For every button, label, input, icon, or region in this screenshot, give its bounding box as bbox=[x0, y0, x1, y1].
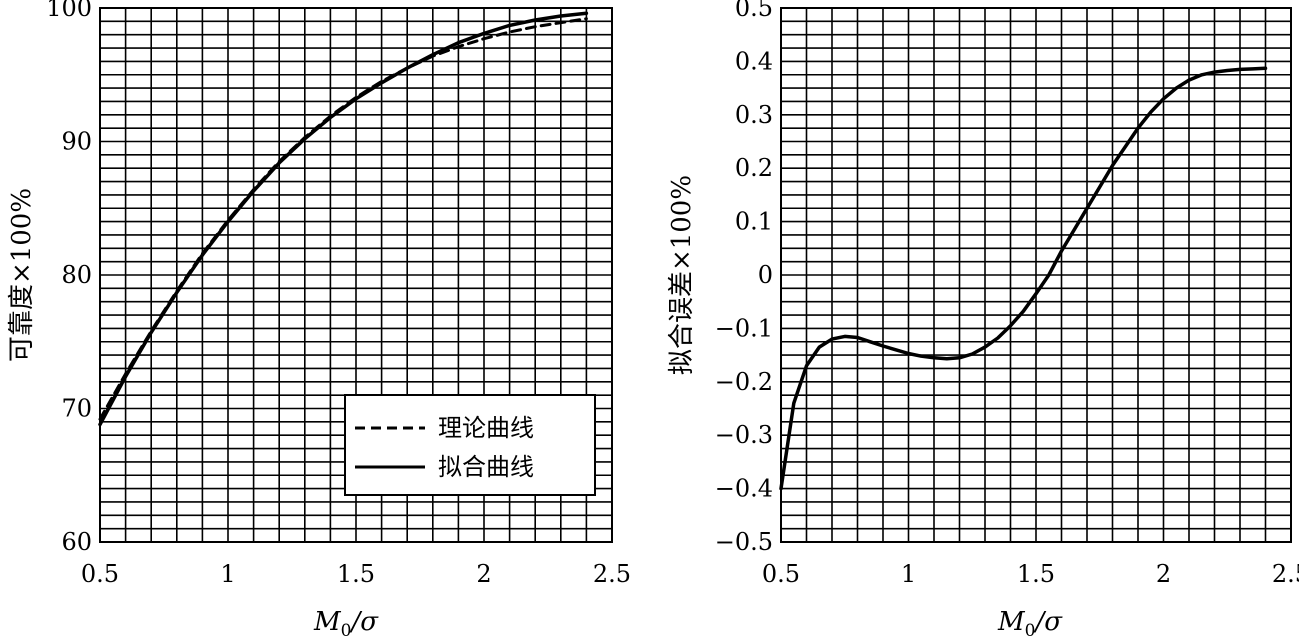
legend-label-fit: 拟合曲线 bbox=[438, 453, 534, 481]
y-tick-label: 0.5 bbox=[735, 0, 773, 22]
y-tick-label: −0.1 bbox=[715, 314, 773, 342]
x-tick-label: 2.5 bbox=[593, 560, 631, 588]
reliability-chart: 0.5 1 1.5 2 2.5 60 70 80 90 100 M0/σ 可靠度×100% 理论… bbox=[7, 0, 631, 638]
y-tick-label: 90 bbox=[61, 128, 92, 156]
left-x-tick-labels: 0.5 1 1.5 2 2.5 bbox=[81, 560, 631, 588]
y-tick-label: −0.2 bbox=[715, 368, 773, 396]
y-tick-label: 0.3 bbox=[735, 101, 773, 129]
y-tick-label: −0.4 bbox=[715, 475, 773, 503]
legend-box bbox=[344, 394, 596, 496]
y-tick-label: 0.4 bbox=[735, 47, 773, 75]
x-tick-label: 2.5 bbox=[1272, 560, 1299, 588]
left-plot-frame bbox=[99, 7, 613, 543]
y-tick-label: 0.2 bbox=[735, 154, 773, 182]
y-tick-label: 80 bbox=[61, 261, 92, 289]
y-tick-label: 60 bbox=[61, 528, 92, 556]
x-tick-label: 2 bbox=[1156, 560, 1171, 588]
x-tick-label: 1 bbox=[220, 560, 235, 588]
y-tick-label: −0.3 bbox=[715, 421, 773, 449]
right-series-group bbox=[779, 66, 1268, 491]
right-gridlines bbox=[781, 8, 1291, 542]
right-x-tick-labels: 0.5 1 1.5 2 2.5 bbox=[762, 560, 1299, 588]
left-y-tick-labels: 60 70 80 90 100 bbox=[46, 0, 92, 556]
x-tick-label: 1.5 bbox=[337, 560, 375, 588]
right-x-axis-label: M0/σ bbox=[997, 607, 1063, 638]
x-tick-label: 0.5 bbox=[81, 560, 119, 588]
right-y-axis-label: 拟合误差×100% bbox=[667, 175, 697, 375]
series-line-fit-error bbox=[779, 66, 1268, 491]
x-tick-label: 1 bbox=[901, 560, 916, 588]
left-y-axis-label: 可靠度×100% bbox=[7, 188, 37, 362]
series-line-fit bbox=[98, 11, 589, 427]
y-tick-label: 70 bbox=[61, 395, 92, 423]
y-tick-label: 0.1 bbox=[735, 208, 773, 236]
left-series-group bbox=[98, 11, 589, 427]
fit-error-chart: 0.5 1 1.5 2 2.5 −0.5 −0.4 −0.3 −0.2 −0.1 0 0.1 0.2 0… bbox=[667, 0, 1299, 638]
x-tick-label: 1.5 bbox=[1017, 560, 1055, 588]
y-tick-label: −0.5 bbox=[715, 528, 773, 556]
x-tick-label: 0.5 bbox=[762, 560, 800, 588]
legend: 理论曲线 拟合曲线 bbox=[344, 394, 596, 496]
left-x-axis-label: M0/σ bbox=[313, 607, 379, 638]
legend-label-theory: 理论曲线 bbox=[438, 414, 534, 442]
x-tick-label: 2 bbox=[476, 560, 491, 588]
y-tick-label: 100 bbox=[46, 0, 92, 22]
series-line-theory bbox=[98, 17, 588, 421]
right-y-tick-labels: −0.5 −0.4 −0.3 −0.2 −0.1 0 0.1 0.2 0.3 0.4 0.5 bbox=[715, 0, 773, 556]
right-plot-frame bbox=[780, 7, 1292, 543]
y-tick-label: 0 bbox=[758, 261, 773, 289]
